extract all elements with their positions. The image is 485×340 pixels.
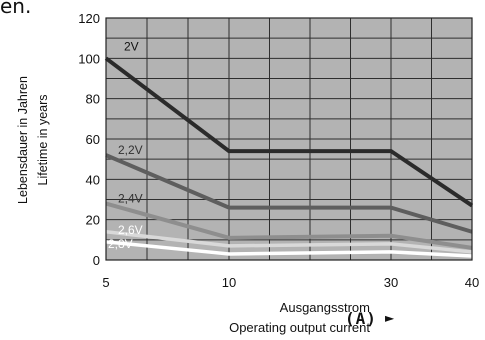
y-tick-label: 20: [86, 213, 100, 228]
series-label-1: 2V: [124, 39, 139, 53]
y-tick-label: 0: [93, 253, 100, 268]
x-tick-label: 10: [222, 275, 236, 290]
x-axis-unit: (A): [345, 309, 377, 328]
y-tick-label: 100: [78, 51, 100, 66]
series-line-5: [105, 240, 473, 258]
plot-border: [105, 17, 473, 261]
series-label-4: 2,6V: [118, 223, 143, 237]
series-labels: 2V 2,2V 2,4V 2,6V2,8V: [108, 39, 143, 251]
y-axis-label-de: Lebensdauer in Jahren: [16, 76, 30, 204]
tick-labels: 0 20 40 60 80 100 120 5 10 30 40: [78, 11, 479, 290]
series-line-2: [105, 153, 473, 234]
top-text-fragment: en.: [0, 0, 32, 18]
x-axis-label-de: Ausgangsstrom: [279, 300, 370, 315]
x-tick-label: 30: [384, 275, 398, 290]
y-tick-label: 60: [86, 132, 100, 147]
y-tick-label: 80: [86, 92, 100, 107]
y-axis-label-en: Lifetime in years: [36, 94, 50, 185]
series-label-5: 2,8V: [108, 237, 133, 251]
series-line-4: [105, 230, 473, 254]
series-layer: [104, 56, 474, 258]
y-tick-label: 40: [86, 172, 100, 187]
series-line-3: [105, 201, 473, 250]
x-axis-label: Ausgangsstrom Operating output current: [170, 298, 370, 338]
x-tick-label: 5: [102, 275, 109, 290]
series-label-3: 2,4V: [118, 192, 143, 206]
series-label-2: 2,2V: [118, 143, 143, 157]
x-axis-arrow-icon: ►: [385, 311, 395, 325]
series-line-1: [104, 56, 474, 208]
x-tick-label: 40: [465, 275, 479, 290]
y-tick-label: 120: [78, 11, 100, 26]
x-axis-label-en: Operating output current: [229, 320, 370, 335]
